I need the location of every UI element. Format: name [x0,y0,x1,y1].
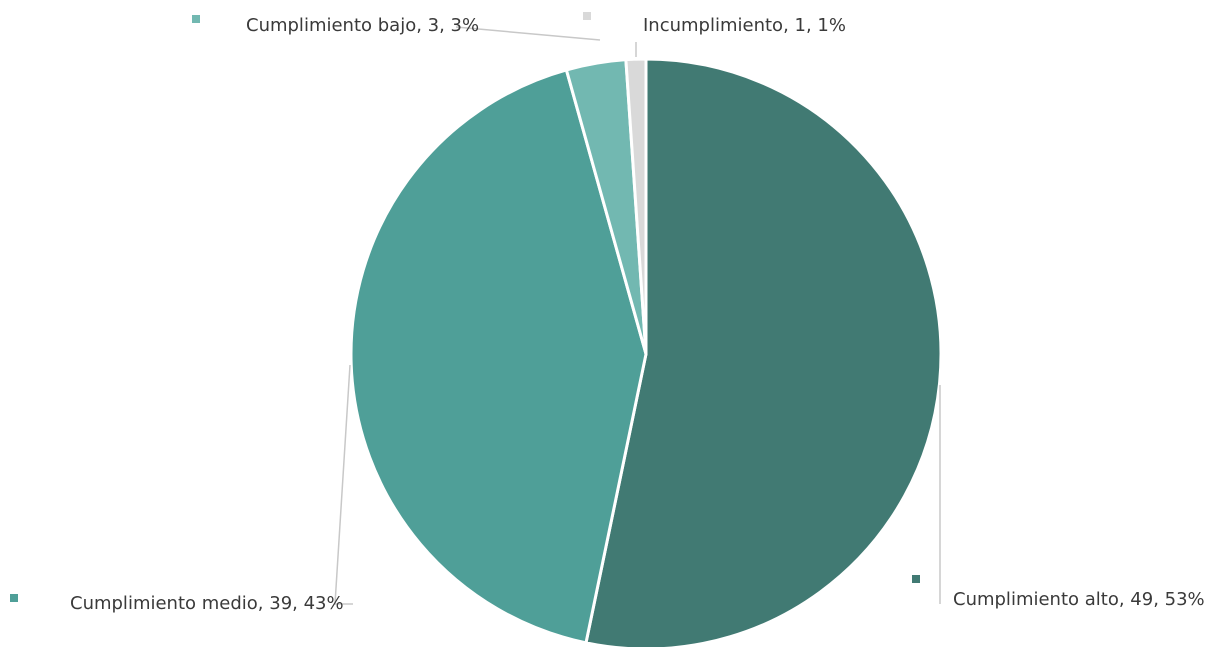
data-label-incumplimiento: Incumplimiento, 1, 1% [643,15,846,36]
pie-slice-cumplimiento-alto [584,57,943,647]
label-marker-cumplimiento-alto [912,575,920,583]
label-marker-incumplimiento [583,12,591,20]
pie-slice-cumplimiento-medio [349,68,648,645]
label-marker-cumplimiento-bajo [192,15,200,23]
pie-slice-incumplimiento [624,57,648,356]
data-label-cumplimiento-medio: Cumplimiento medio, 39, 43% [70,593,344,614]
pie-slices [349,57,943,647]
leader-lines [334,26,941,605]
leader-line-cumplimiento-bajo [455,26,601,41]
data-labels: Cumplimiento alto, 49, 53% Cumplimiento m… [10,12,1205,614]
data-label-cumplimiento-bajo: Cumplimiento bajo, 3, 3% [246,15,479,36]
label-marker-cumplimiento-medio [10,594,18,602]
leader-line-cumplimiento-medio [334,364,353,605]
data-label-cumplimiento-alto: Cumplimiento alto, 49, 53% [953,589,1205,610]
